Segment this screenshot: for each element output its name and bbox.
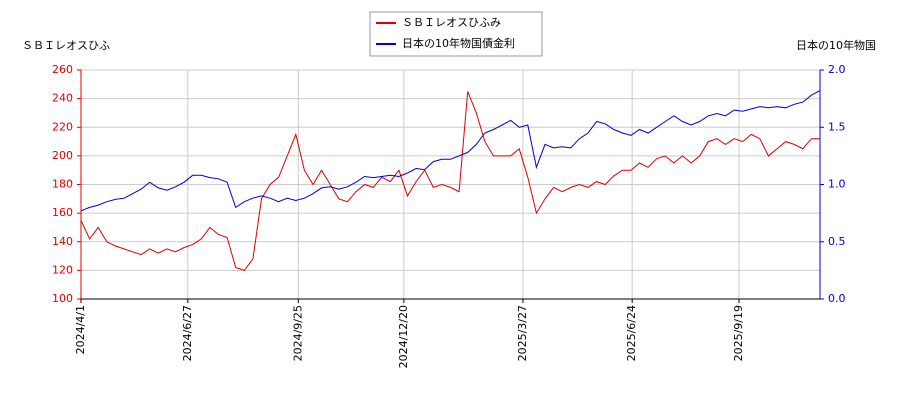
y-tick-label: 180 (52, 178, 73, 191)
y-tick-label: 120 (52, 263, 73, 276)
legend-label: ＳＢＩレオスひふみ (402, 16, 501, 29)
x-tick-label: 2025/6/24 (625, 305, 638, 361)
y-tick-label: 220 (52, 120, 73, 133)
y2-tick-label: 0.5 (828, 235, 846, 248)
x-tick-label: 2024/9/25 (291, 305, 304, 361)
y-tick-label: 240 (52, 92, 73, 105)
y2-tick-label: 1.0 (828, 178, 846, 191)
x-tick-label: 2024/6/27 (181, 305, 194, 361)
x-tick-label: 2025/9/19 (732, 305, 745, 361)
x-tick-label: 2024/4/1 (74, 305, 87, 354)
x-tick-label: 2024/12/20 (397, 305, 410, 368)
y2-tick-label: 1.5 (828, 120, 846, 133)
y-tick-label: 160 (52, 206, 73, 219)
legend-box (369, 11, 543, 57)
y2-tick-label: 2.0 (828, 63, 846, 76)
x-tick-label: 2025/3/27 (516, 305, 529, 361)
y-tick-label: 100 (52, 292, 73, 305)
y-tick-label: 260 (52, 63, 73, 76)
y2-axis-label: 日本の10年物国 (796, 38, 876, 52)
y-axis-label: ＳＢＩレオスひふ (22, 39, 110, 52)
y-tick-label: 200 (52, 149, 73, 162)
line-series (80, 91, 820, 271)
y2-tick-label: 0.0 (828, 292, 846, 305)
legend-label: 日本の10年物国債金利 (402, 36, 515, 50)
y-tick-label: 140 (52, 235, 73, 248)
line-series (80, 90, 821, 212)
